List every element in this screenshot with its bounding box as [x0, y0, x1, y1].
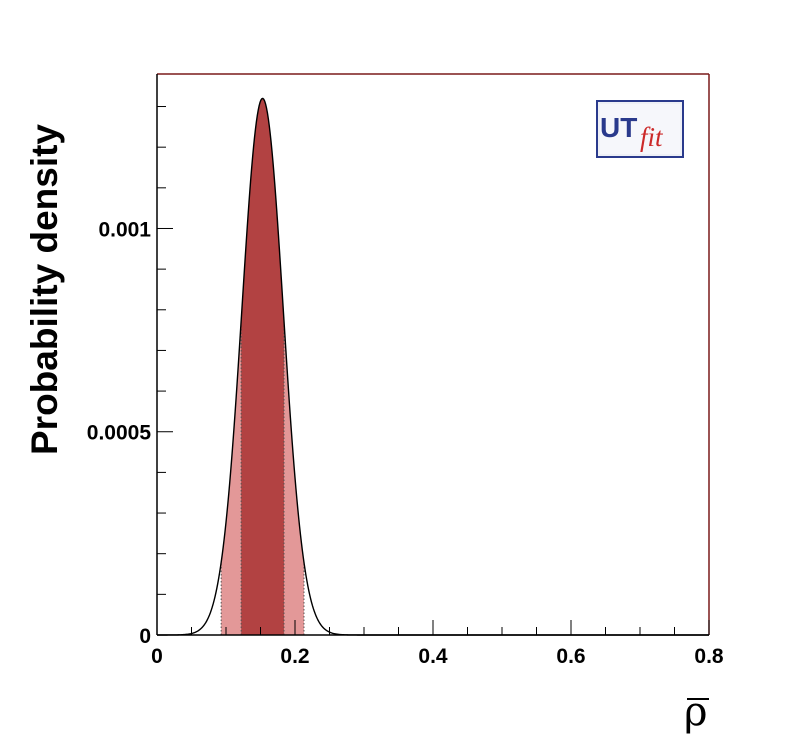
x-tick-label: 0 [151, 645, 163, 668]
logo-text-fit: fit [640, 122, 664, 152]
y-ticks [157, 106, 173, 636]
band-68 [241, 98, 284, 635]
x-tick-label: 0.2 [280, 645, 309, 668]
plot-frame [156, 73, 710, 636]
interval-boundaries [220, 320, 305, 635]
logo-text-ut: UT [600, 112, 637, 143]
x-tick-label: 0.4 [418, 645, 448, 668]
y-tick-label: 0.0005 [87, 422, 152, 445]
x-axis-title: ρ [684, 689, 708, 735]
y-tick-label: 0 [139, 625, 151, 648]
x-axis-title-group: ρ [684, 689, 709, 735]
x-tick-label: 0.6 [556, 645, 585, 668]
logo-inner-shade [600, 104, 680, 154]
y-tick-label: 0.001 [98, 218, 151, 241]
intervals [220, 98, 305, 635]
x-ticks [156, 620, 710, 635]
x-tick-labels: 0 0.2 0.4 0.6 0.8 [151, 645, 724, 668]
utfit-logo: UT fit [596, 100, 684, 158]
y-axis-title: Probability density [24, 124, 65, 455]
y-tick-labels: 0 0.0005 0.001 [87, 218, 152, 648]
x-tick-label: 0.8 [694, 645, 724, 668]
